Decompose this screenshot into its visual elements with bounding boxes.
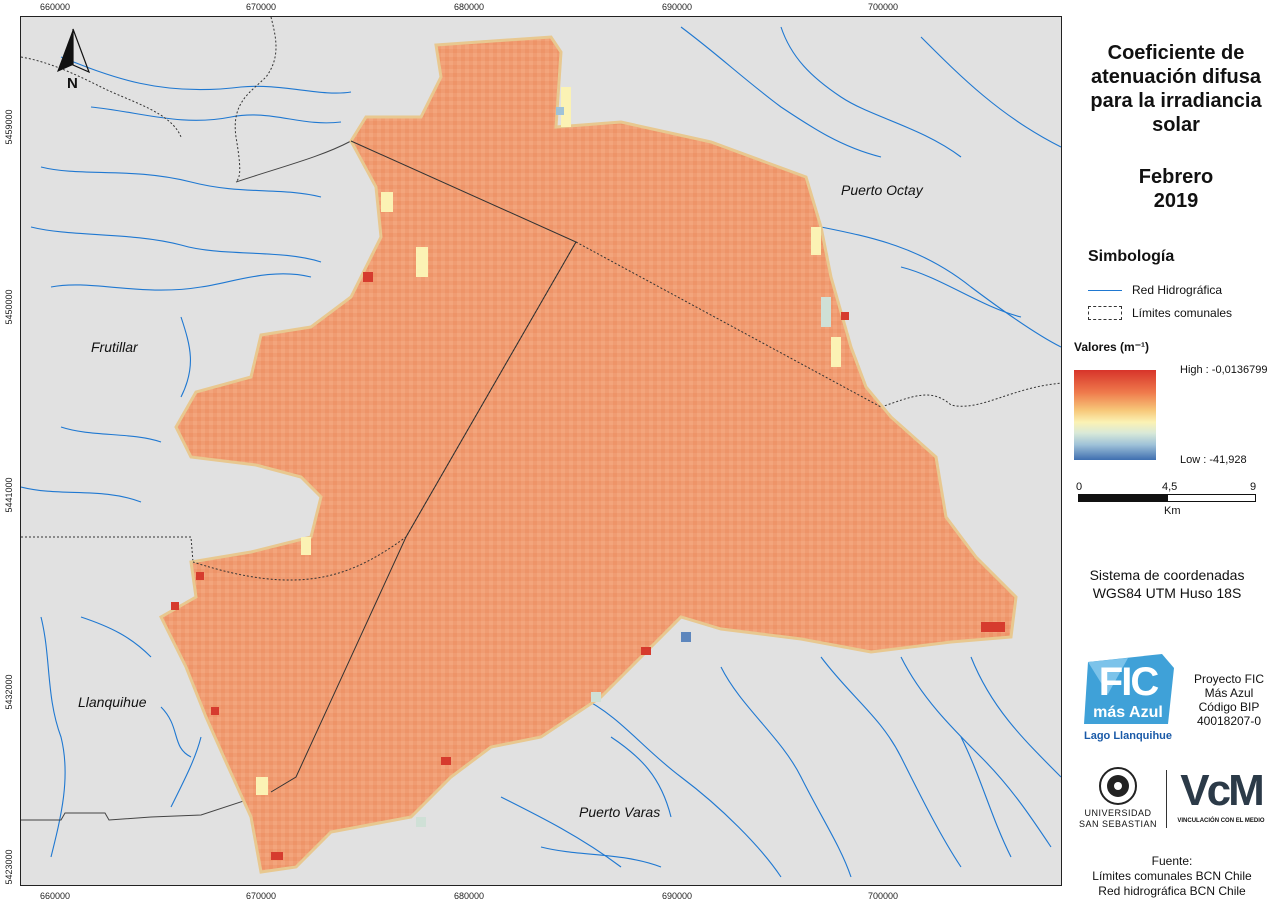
communal-boundaries bbox=[21, 17, 1061, 563]
uss-logo: UNIVERSIDAD SAN SEBASTIAN bbox=[1070, 766, 1166, 832]
scale-label-0: 0 bbox=[1076, 481, 1083, 493]
project-line: Más Azul bbox=[1204, 686, 1254, 700]
uss-seal-icon bbox=[1099, 767, 1137, 805]
north-label: N bbox=[67, 75, 78, 92]
place-label-puerto-varas: Puerto Varas bbox=[579, 804, 661, 820]
map-title-line: para la irradiancia bbox=[1090, 90, 1262, 112]
legend-item-label: Red Hidrográfica bbox=[1132, 283, 1223, 297]
logo-divider bbox=[1166, 770, 1167, 828]
source-line: Red hidrográfica BCN Chile bbox=[1098, 884, 1246, 898]
x-tick-top: 660000 bbox=[40, 2, 71, 12]
legend-item-rivers: Red Hidrográfica bbox=[1088, 283, 1222, 297]
color-ramp bbox=[1074, 370, 1156, 460]
x-tick-bottom: 680000 bbox=[454, 891, 485, 901]
river-network bbox=[21, 26, 1061, 878]
map-frame[interactable]: N Puerto Octay Frutillar Llanquihue Puer… bbox=[20, 16, 1062, 886]
x-tick-top: 690000 bbox=[662, 2, 693, 12]
x-tick-bottom: 700000 bbox=[868, 891, 899, 901]
x-tick-top: 700000 bbox=[868, 2, 899, 12]
map-title-line: atenuación difusa bbox=[1090, 66, 1262, 88]
map-title-line: Coeficiente de bbox=[1107, 42, 1245, 64]
map-canvas[interactable] bbox=[21, 17, 1062, 886]
x-tick-bottom: 690000 bbox=[662, 891, 693, 901]
vcm-logo: VcM VINCULACIÓN CON EL MEDIO bbox=[1168, 766, 1274, 832]
y-tick: 5450000 bbox=[4, 289, 14, 325]
place-label-frutillar: Frutillar bbox=[91, 339, 138, 355]
scale-bar bbox=[1078, 494, 1256, 502]
scale-unit: Km bbox=[1164, 505, 1181, 517]
x-tick-top: 680000 bbox=[454, 2, 485, 12]
uss-text-line: UNIVERSIDAD bbox=[1084, 808, 1152, 818]
legend-panel: Coeficiente de atenuación difusa para la… bbox=[1062, 0, 1280, 906]
x-tick-bottom: 660000 bbox=[40, 891, 71, 901]
mas-azul-logo-text: más Azul bbox=[1093, 704, 1163, 721]
fic-logo-text: FIC bbox=[1098, 660, 1159, 704]
uss-text-line: SAN SEBASTIAN bbox=[1078, 819, 1158, 829]
place-label-puerto-octay: Puerto Octay bbox=[841, 182, 923, 198]
project-line: Código BIP bbox=[1198, 700, 1260, 714]
fic-logo-graphic bbox=[1084, 654, 1174, 724]
ramp-low-label: Low : -41,928 bbox=[1180, 454, 1247, 466]
scale-label-max: 9 bbox=[1250, 481, 1257, 493]
project-line: Proyecto FIC bbox=[1193, 672, 1265, 686]
map-title-line: solar bbox=[1152, 114, 1200, 136]
crs-line: Sistema de coordenadas bbox=[1089, 567, 1245, 583]
symbology-heading: Simbología bbox=[1088, 248, 1175, 265]
project-line: 40018207-0 bbox=[1196, 714, 1262, 728]
x-tick-bottom: 670000 bbox=[246, 891, 277, 901]
period-month: Febrero bbox=[1138, 166, 1214, 188]
lake-boundaries-dashed bbox=[192, 241, 882, 581]
y-tick: 5459000 bbox=[4, 109, 14, 145]
x-tick-top: 670000 bbox=[246, 2, 277, 12]
crs-line: WGS84 UTM Huso 18S bbox=[1092, 585, 1242, 601]
legend-item-label: Límites comunales bbox=[1132, 306, 1233, 320]
lago-logo-text: Lago Llanquihue bbox=[1084, 730, 1172, 742]
river-swatch bbox=[1088, 289, 1122, 291]
vcm-subtitle: VINCULACIÓN CON EL MEDIO bbox=[1177, 818, 1265, 824]
y-tick: 5441000 bbox=[4, 477, 14, 513]
boundary-swatch bbox=[1088, 306, 1122, 320]
north-arrow-icon bbox=[57, 28, 91, 74]
place-label-llanquihue: Llanquihue bbox=[78, 694, 147, 710]
fic-mas-azul-logo: FIC más Azul Lago Llanquihue bbox=[1078, 654, 1178, 748]
ramp-high-label: High : -0,0136799 bbox=[1180, 364, 1268, 376]
legend-item-boundaries: Límites comunales bbox=[1088, 306, 1232, 320]
vcm-logo-text: VcM bbox=[1180, 766, 1264, 815]
period-year: 2019 bbox=[1153, 190, 1199, 212]
communal-boundaries-solid bbox=[21, 140, 352, 821]
source-line: Fuente: bbox=[1151, 854, 1193, 868]
lake-raster[interactable] bbox=[159, 35, 1018, 874]
y-tick: 5432000 bbox=[4, 674, 14, 710]
y-tick: 5423000 bbox=[4, 849, 14, 885]
values-heading: Valores (m⁻¹) bbox=[1074, 340, 1150, 354]
source-line: Límites comunales BCN Chile bbox=[1092, 869, 1252, 883]
scale-label-mid: 4,5 bbox=[1162, 481, 1178, 493]
